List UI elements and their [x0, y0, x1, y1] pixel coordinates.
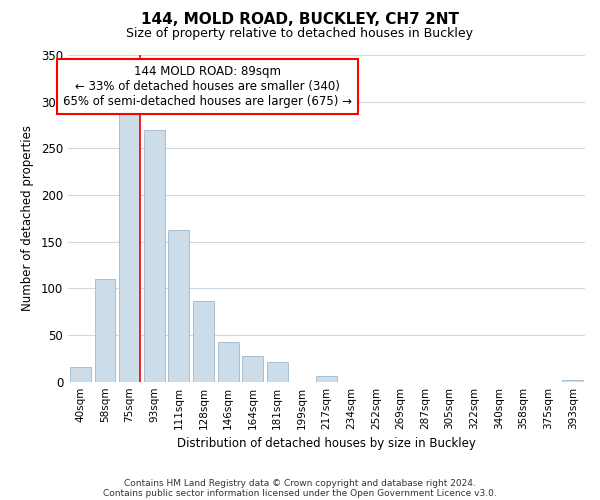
Text: Contains HM Land Registry data © Crown copyright and database right 2024.: Contains HM Land Registry data © Crown c…: [124, 478, 476, 488]
Text: 144, MOLD ROAD, BUCKLEY, CH7 2NT: 144, MOLD ROAD, BUCKLEY, CH7 2NT: [141, 12, 459, 28]
Bar: [316, 376, 337, 382]
Bar: [144, 130, 164, 382]
Bar: [267, 362, 288, 382]
Bar: [95, 279, 115, 382]
Text: Contains public sector information licensed under the Open Government Licence v3: Contains public sector information licen…: [103, 488, 497, 498]
Bar: [193, 302, 214, 382]
Bar: [169, 230, 189, 382]
Bar: [218, 342, 239, 382]
Bar: [562, 380, 583, 382]
Bar: [119, 108, 140, 382]
X-axis label: Distribution of detached houses by size in Buckley: Distribution of detached houses by size …: [177, 437, 476, 450]
Y-axis label: Number of detached properties: Number of detached properties: [21, 126, 34, 312]
Text: 144 MOLD ROAD: 89sqm
← 33% of detached houses are smaller (340)
65% of semi-deta: 144 MOLD ROAD: 89sqm ← 33% of detached h…: [63, 65, 352, 108]
Bar: [70, 366, 91, 382]
Text: Size of property relative to detached houses in Buckley: Size of property relative to detached ho…: [127, 28, 473, 40]
Bar: [242, 356, 263, 382]
